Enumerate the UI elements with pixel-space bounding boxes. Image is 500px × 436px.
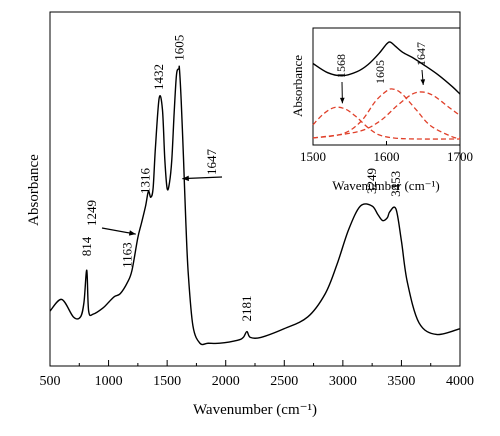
main-spectrum-line <box>49 65 461 346</box>
main-peak-arrowhead-1249 <box>128 230 136 236</box>
main-peak-annotations: 814 1163 1249 1316 1432 1605 1647 2181 3249 3453 <box>79 35 403 322</box>
main-x-tick-label: 500 <box>40 374 61 389</box>
main-peak-arrowhead-1647 <box>182 175 189 182</box>
main-series-group <box>49 65 461 346</box>
main-x-axis-title: Wavenumber (cm⁻¹) <box>193 402 317 418</box>
main-x-tick-label: 2000 <box>212 374 240 389</box>
main-peak-label-1647: 1647 <box>204 149 219 176</box>
inset-peak-label-1605: 1605 <box>373 60 387 84</box>
main-peak-label-1605: 1605 <box>171 35 186 61</box>
main-peak-label-1316: 1316 <box>138 168 153 195</box>
inset-peak-label-1568: 1568 <box>334 54 348 78</box>
inset-plot-frame <box>312 27 461 146</box>
main-x-tick-label: 1500 <box>153 374 181 389</box>
main-y-axis-title: Absorbance <box>26 154 42 226</box>
main-peak-label-1249: 1249 <box>84 200 99 226</box>
main-x-ticks: 500 1000 1500 2000 2500 3000 3500 4000 <box>40 360 474 389</box>
main-peak-label-1163: 1163 <box>120 242 135 268</box>
main-peak-label-1432: 1432 <box>151 64 166 90</box>
main-peak-label-3249: 3249 <box>364 168 379 194</box>
inset-x-ticks: 1500 1600 1700 <box>300 141 473 164</box>
inset-x-tick-label: 1500 <box>300 149 326 164</box>
main-peak-label-3453: 3453 <box>388 171 403 197</box>
inset-fit-component-1 <box>312 106 461 140</box>
main-x-tick-label: 1000 <box>95 374 123 389</box>
inset-y-axis-title: Absorbance <box>290 55 305 117</box>
main-peak-label-814: 814 <box>79 236 94 256</box>
main-peak-label-2181: 2181 <box>239 296 254 322</box>
inset-series-group <box>312 41 461 140</box>
inset-peak-arrowhead-1568 <box>339 97 345 104</box>
main-x-tick-label: 4000 <box>446 374 474 389</box>
inset-peak-arrowhead-1647 <box>420 79 426 85</box>
inset-fit-component-3 <box>312 91 461 139</box>
inset-x-axis-title: Wavenumber (cm⁻¹) <box>332 178 440 193</box>
inset-peak-annotations: 1568 1605 1647 <box>334 42 428 104</box>
main-x-tick-label: 3000 <box>329 374 357 389</box>
main-x-tick-label: 2500 <box>270 374 298 389</box>
inset-x-tick-label: 1700 <box>447 149 473 164</box>
main-peak-arrow-1647 <box>182 176 223 180</box>
inset-spectrum-line <box>312 41 461 95</box>
inset-x-tick-label: 1600 <box>374 149 400 164</box>
main-x-tick-label: 3500 <box>387 374 415 389</box>
inset-fit-component-2 <box>312 88 461 139</box>
inset-peak-label-1647: 1647 <box>414 42 428 66</box>
